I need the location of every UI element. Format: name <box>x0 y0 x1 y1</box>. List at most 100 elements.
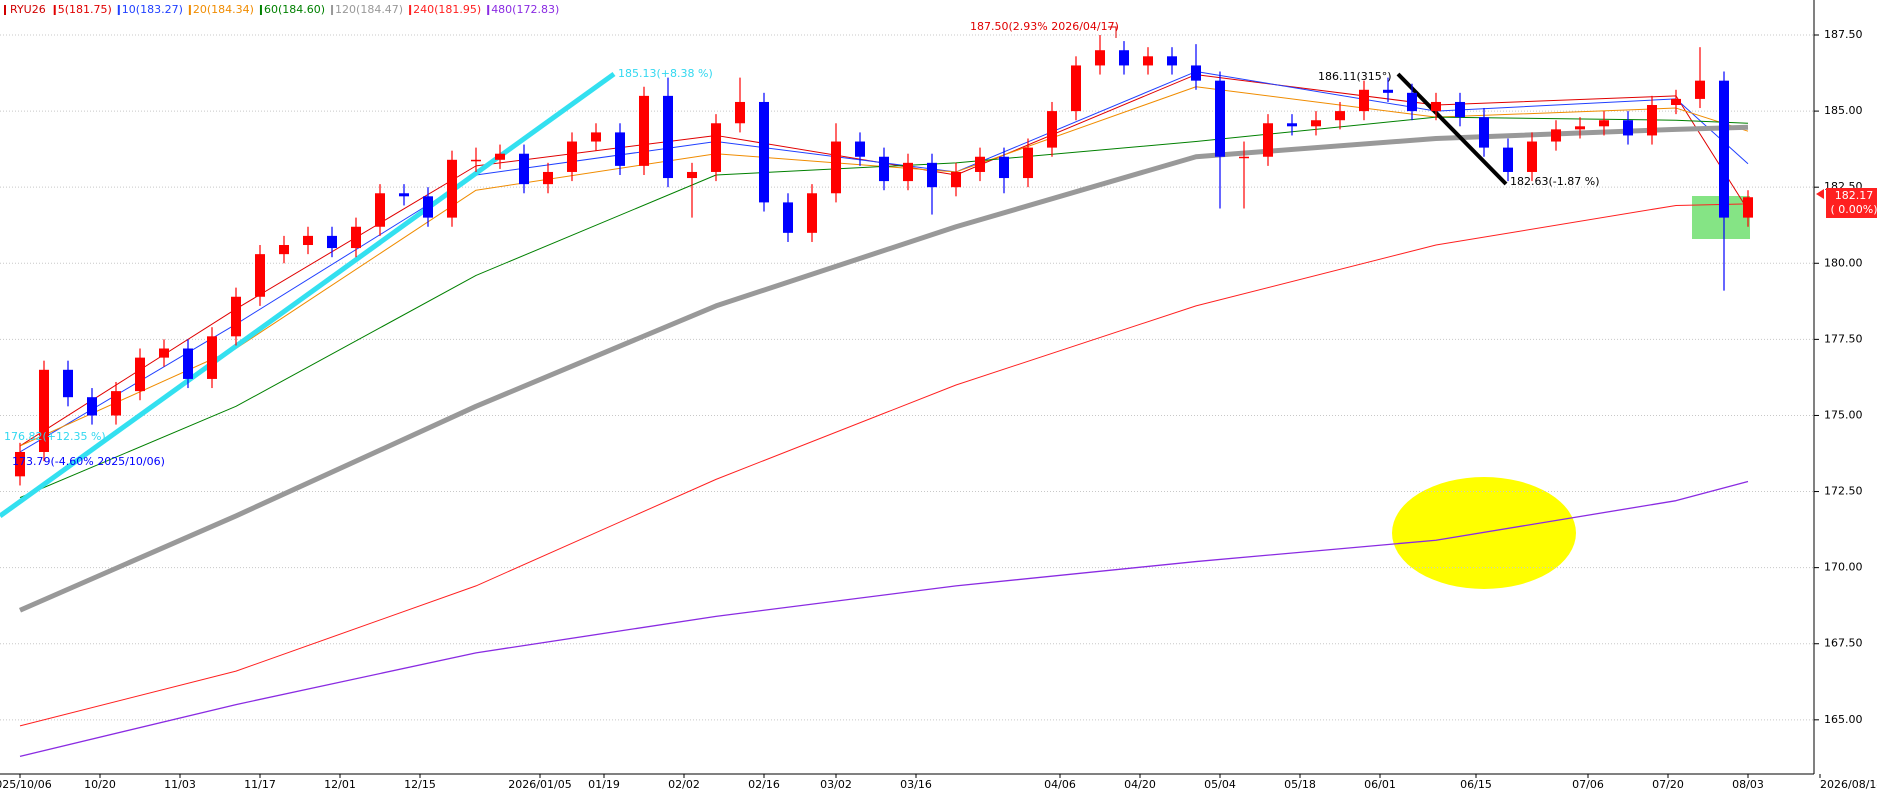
legend-entry: 480(172.83) <box>491 3 559 16</box>
candle-body <box>975 156 985 172</box>
legend-marker <box>117 5 120 15</box>
candle-body <box>495 153 505 160</box>
y-tick-label: 187.50 <box>1824 28 1863 41</box>
candle-body <box>447 159 457 218</box>
annotation: 173.79(-4.60% 2025/10/06) <box>12 455 165 468</box>
candle-body <box>567 141 577 172</box>
candle-body <box>1335 111 1345 121</box>
ma-line <box>19 203 1749 727</box>
candle-body <box>1431 101 1441 112</box>
candle-body <box>1047 111 1057 148</box>
candle-body <box>135 357 145 392</box>
candle-body <box>207 336 217 379</box>
candle-body <box>1191 65 1201 81</box>
legend-entry: 10(183.27) <box>122 3 183 16</box>
annotation-pointer <box>1108 26 1117 38</box>
candle-body <box>1263 123 1273 157</box>
candle-body <box>735 101 745 124</box>
candle-body <box>879 156 889 182</box>
x-tick-label: 11/03 <box>164 778 196 791</box>
x-tick-label: 01/19 <box>588 778 620 791</box>
candle-body <box>759 101 769 203</box>
candle-body <box>39 369 49 452</box>
y-tick-label: 175.00 <box>1824 408 1863 421</box>
candle-body <box>783 202 793 233</box>
y-tick-label: 180.00 <box>1824 256 1863 269</box>
highlight-ellipse <box>1392 477 1576 589</box>
legend-marker <box>53 5 56 15</box>
x-tick-label: 03/16 <box>900 778 932 791</box>
candle-body <box>231 296 241 337</box>
legend-entry: 20(184.34) <box>193 3 254 16</box>
x-tick-label: 2026/01/05 <box>508 778 571 791</box>
candle-body <box>1575 126 1585 130</box>
candle-body <box>1671 98 1681 106</box>
candle-body <box>1071 65 1081 112</box>
ma-line <box>19 480 1749 757</box>
x-tick-label: 08/03 <box>1732 778 1764 791</box>
candle-body <box>303 235 313 246</box>
x-tick-label: 2026/08/14 <box>1820 778 1877 791</box>
annotation: 186.11(315°) <box>1318 70 1392 83</box>
candle-body <box>1215 80 1225 157</box>
candle-body <box>87 397 97 416</box>
candle-body <box>1695 80 1705 99</box>
candle-body <box>831 141 841 194</box>
candle-body <box>1119 50 1129 66</box>
candle-body <box>903 162 913 182</box>
candle-body <box>1407 92 1417 112</box>
candle-body <box>1551 129 1561 142</box>
legend-symbol: RYU26 <box>10 3 46 16</box>
candle-body <box>1479 117 1489 148</box>
candle-body <box>1287 123 1297 127</box>
candle-body <box>615 132 625 166</box>
candle-body <box>1503 147 1513 172</box>
x-tick-label: 12/01 <box>324 778 356 791</box>
candle-body <box>255 254 265 297</box>
candle-body <box>471 159 481 162</box>
legend-marker <box>188 5 191 15</box>
legend-marker <box>259 5 262 15</box>
trend-line <box>0 71 616 519</box>
candle-body <box>15 451 25 477</box>
candle-body <box>711 123 721 172</box>
candle-body <box>999 156 1009 179</box>
legend-marker <box>4 5 6 15</box>
candle-body <box>1095 50 1105 66</box>
candle-body <box>1743 197 1753 218</box>
y-tick-label: 167.50 <box>1824 637 1863 650</box>
candle-body <box>1383 89 1393 93</box>
x-tick-label: 2025/10/06 <box>0 778 52 791</box>
candle-body <box>399 193 409 197</box>
candle-body <box>1023 147 1033 179</box>
x-tick-label: 04/20 <box>1124 778 1156 791</box>
price-marker <box>1816 189 1824 199</box>
x-tick-label: 04/06 <box>1044 778 1076 791</box>
x-tick-label: 07/20 <box>1652 778 1684 791</box>
x-tick-label: 12/15 <box>404 778 436 791</box>
x-tick-label: 03/02 <box>820 778 852 791</box>
annotation: 176.82(+12.35 %) <box>4 430 106 443</box>
x-tick-label: 06/15 <box>1460 778 1492 791</box>
candle-body <box>1455 101 1465 118</box>
legend-entry: 60(184.60) <box>264 3 325 16</box>
candle-body <box>111 391 121 416</box>
legend-entry: 120(184.47) <box>335 3 403 16</box>
price-box <box>1826 188 1877 218</box>
candle-body <box>375 193 385 227</box>
annotation: 185.13(+8.38 %) <box>618 67 713 80</box>
candle-body <box>639 95 649 166</box>
legend-marker <box>487 5 490 15</box>
candle-body <box>591 132 601 142</box>
candle-body <box>951 171 961 188</box>
y-tick-label: 165.00 <box>1824 713 1863 726</box>
candle-body <box>1599 120 1609 127</box>
annotation: 187.50(2.93% 2026/04/17) <box>970 20 1119 33</box>
ma-line <box>18 124 1749 613</box>
candle-body <box>279 245 289 255</box>
x-tick-label: 02/02 <box>668 778 700 791</box>
x-tick-label: 07/06 <box>1572 778 1604 791</box>
candle-body <box>1167 56 1177 66</box>
